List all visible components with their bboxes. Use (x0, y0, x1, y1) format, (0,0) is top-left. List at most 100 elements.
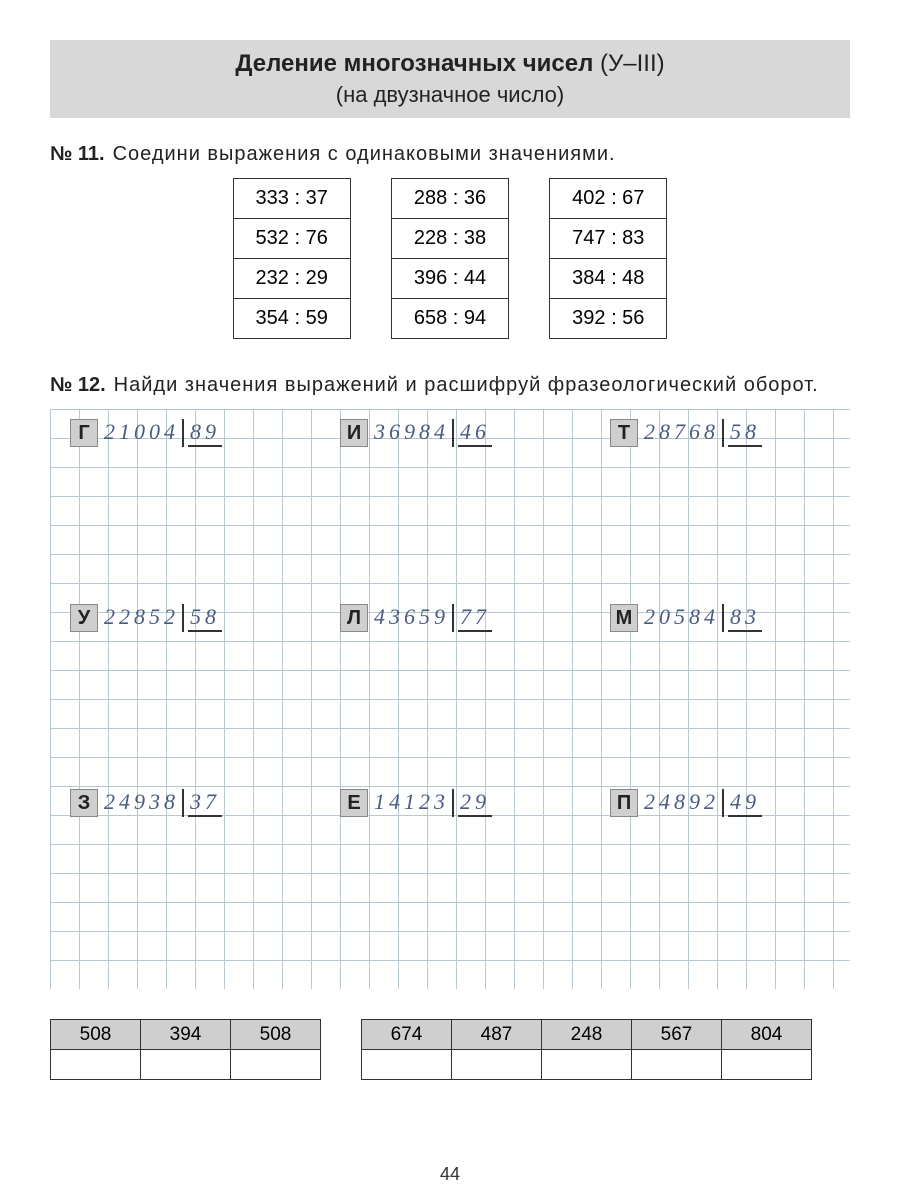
title-line1: Деление многозначных чисел (У–III) (70, 50, 830, 78)
divisor-wrap: 83 (722, 604, 762, 632)
ans-blank[interactable] (452, 1050, 542, 1080)
division: 20584 83 (644, 604, 762, 632)
division: 43659 77 (374, 604, 492, 632)
dividend: 21004 (104, 419, 182, 445)
problem: М 20584 83 (610, 604, 860, 632)
problem: Г 21004 89 (70, 419, 320, 447)
divisor: 89 (188, 419, 222, 447)
ans-blank[interactable] (722, 1050, 812, 1080)
table-cell: 747 : 83 (550, 219, 667, 259)
divisor: 49 (728, 789, 762, 817)
table-cell: 384 : 48 (550, 259, 667, 299)
divisor: 46 (458, 419, 492, 447)
problem-row-1: Г 21004 89 И 36984 46 Т 28768 58 (70, 419, 860, 447)
table-cell: 658 : 94 (391, 299, 508, 339)
divisor: 29 (458, 789, 492, 817)
ex11-table1: 333 : 37 532 : 76 232 : 29 354 : 59 (233, 178, 351, 339)
letter-box: И (340, 419, 368, 447)
exercise-11: № 11. Соедини выражения с одинаковыми зн… (50, 143, 850, 339)
ans-cell: 674 (362, 1020, 452, 1050)
dividend: 28768 (644, 419, 722, 445)
table-cell: 288 : 36 (391, 179, 508, 219)
table-cell: 354 : 59 (233, 299, 350, 339)
ex12-text: Найди значения выражений и расшифруй фра… (114, 374, 819, 397)
problem: У 22852 58 (70, 604, 320, 632)
ans-cell: 394 (141, 1020, 231, 1050)
dividend: 20584 (644, 604, 722, 630)
problem-row-3: З 24938 37 Е 14123 29 П 24892 49 (70, 789, 860, 817)
table-cell: 392 : 56 (550, 299, 667, 339)
grid-area: Г 21004 89 И 36984 46 Т 28768 58 (50, 409, 850, 989)
divisor-wrap: 49 (722, 789, 762, 817)
ans-cell: 248 (542, 1020, 632, 1050)
table-cell: 232 : 29 (233, 259, 350, 299)
ans-blank[interactable] (141, 1050, 231, 1080)
ans-blank[interactable] (231, 1050, 321, 1080)
division: 21004 89 (104, 419, 222, 447)
problem: Т 28768 58 (610, 419, 860, 447)
dividend: 24892 (644, 789, 722, 815)
ex12-num: № 12. (50, 374, 106, 397)
problem: З 24938 37 (70, 789, 320, 817)
title-suffix: (У–III) (600, 50, 665, 77)
table-cell: 532 : 76 (233, 219, 350, 259)
divisor-wrap: 77 (452, 604, 492, 632)
letter-box: Л (340, 604, 368, 632)
ans-cell: 567 (632, 1020, 722, 1050)
ex12-header: № 12. Найди значения выражений и расшифр… (50, 374, 850, 397)
divisor-wrap: 58 (182, 604, 222, 632)
ans-cell: 804 (722, 1020, 812, 1050)
answer-tables: 508 394 508 674 487 248 567 804 (50, 1019, 850, 1080)
exercise-12: № 12. Найди значения выражений и расшифр… (50, 374, 850, 1080)
ans-blank[interactable] (362, 1050, 452, 1080)
dividend: 14123 (374, 789, 452, 815)
ex11-header: № 11. Соедини выражения с одинаковыми зн… (50, 143, 850, 166)
division: 24892 49 (644, 789, 762, 817)
grid-background (50, 409, 850, 989)
problem-row-2: У 22852 58 Л 43659 77 М 20584 83 (70, 604, 860, 632)
ans-blank[interactable] (51, 1050, 141, 1080)
letter-box: Т (610, 419, 638, 447)
division: 22852 58 (104, 604, 222, 632)
table-cell: 402 : 67 (550, 179, 667, 219)
letter-box: Е (340, 789, 368, 817)
divisor: 58 (728, 419, 762, 447)
dividend: 22852 (104, 604, 182, 630)
problem: Л 43659 77 (340, 604, 590, 632)
problem: П 24892 49 (610, 789, 860, 817)
divisor: 83 (728, 604, 762, 632)
table-cell: 333 : 37 (233, 179, 350, 219)
table-cell: 396 : 44 (391, 259, 508, 299)
divisor-wrap: 29 (452, 789, 492, 817)
ex11-text: Соедини выражения с одинаковыми значения… (113, 143, 616, 166)
dividend: 43659 (374, 604, 452, 630)
letter-box: Г (70, 419, 98, 447)
ans-blank[interactable] (632, 1050, 722, 1080)
table-cell: 228 : 38 (391, 219, 508, 259)
ans-cell: 508 (51, 1020, 141, 1050)
ans-cell: 487 (452, 1020, 542, 1050)
page-number: 44 (0, 1164, 900, 1185)
division: 28768 58 (644, 419, 762, 447)
ans-blank[interactable] (542, 1050, 632, 1080)
letter-box: М (610, 604, 638, 632)
ans-cell: 508 (231, 1020, 321, 1050)
division: 14123 29 (374, 789, 492, 817)
title-bar: Деление многозначных чисел (У–III) (на д… (50, 40, 850, 118)
dividend: 24938 (104, 789, 182, 815)
divisor-wrap: 89 (182, 419, 222, 447)
ex11-tables: 333 : 37 532 : 76 232 : 29 354 : 59 288 … (50, 178, 850, 339)
letter-box: У (70, 604, 98, 632)
ex11-table2: 288 : 36 228 : 38 396 : 44 658 : 94 (391, 178, 509, 339)
division: 24938 37 (104, 789, 222, 817)
divisor: 37 (188, 789, 222, 817)
letter-box: П (610, 789, 638, 817)
problem: И 36984 46 (340, 419, 590, 447)
divisor-wrap: 37 (182, 789, 222, 817)
dividend: 36984 (374, 419, 452, 445)
ex11-num: № 11. (50, 143, 105, 166)
divisor: 77 (458, 604, 492, 632)
divisor-wrap: 58 (722, 419, 762, 447)
problem: Е 14123 29 (340, 789, 590, 817)
answer-table-2: 674 487 248 567 804 (361, 1019, 812, 1080)
